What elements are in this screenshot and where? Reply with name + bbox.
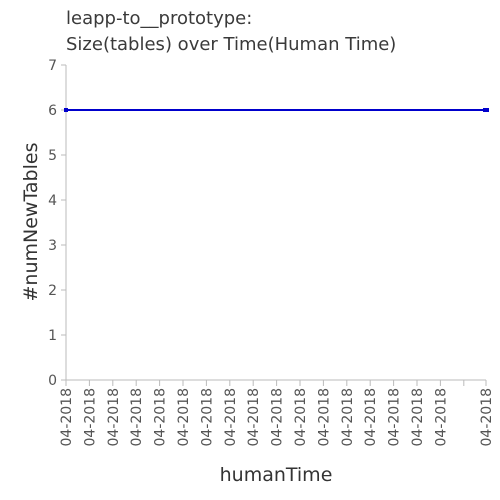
y-tick-label: 5 bbox=[48, 148, 57, 164]
y-tick-label: 7 bbox=[48, 58, 57, 74]
x-axis: 04-2018 04-2018 04-2018 04-2018 04-2018 04-20… bbox=[59, 379, 495, 447]
x-tick-label: 04-2018 bbox=[387, 388, 403, 447]
x-tick-label: 04-2018 bbox=[293, 388, 309, 447]
x-tick-label: 04-2018 bbox=[223, 388, 239, 447]
y-axis-label: #numNewTables bbox=[20, 143, 42, 302]
data-point-marker bbox=[64, 108, 68, 112]
x-tick-label: 04-2018 bbox=[106, 388, 122, 447]
y-tick-label: 4 bbox=[48, 193, 57, 209]
x-tick-label: 04-2018 bbox=[82, 388, 98, 447]
chart-title-line-2: Size(tables) over Time(Human Time) bbox=[66, 34, 396, 55]
data-point-marker bbox=[483, 108, 489, 112]
y-tick-label: 2 bbox=[48, 283, 57, 299]
x-tick-label: 04-2018 bbox=[129, 388, 145, 447]
y-axis: 0 1 2 3 4 5 6 7 bbox=[48, 58, 67, 389]
x-tick-label: 04-2018 bbox=[270, 388, 286, 447]
x-tick-label: 04-2018 bbox=[410, 388, 426, 447]
chart-title-line-1: leapp-to__prototype: bbox=[66, 8, 252, 29]
x-tick-label: 04-2018 bbox=[246, 388, 262, 447]
series-layer bbox=[64, 108, 489, 112]
x-tick-label: 04-2018 bbox=[199, 388, 215, 447]
x-tick-label: 04-2018 bbox=[363, 388, 379, 447]
y-tick-label: 1 bbox=[48, 328, 57, 344]
x-tick-label: 04-2018 bbox=[153, 388, 169, 447]
y-tick-label: 3 bbox=[48, 238, 57, 254]
x-tick-label: 04-2018 bbox=[433, 388, 449, 447]
y-tick-label: 6 bbox=[48, 103, 57, 119]
y-tick-label: 0 bbox=[48, 373, 57, 389]
x-tick-label: 04-2018 bbox=[316, 388, 332, 447]
x-tick-label: 04-2018 bbox=[340, 388, 356, 447]
x-tick-label: 04-2018 bbox=[176, 388, 192, 447]
x-axis-label: humanTime bbox=[220, 464, 333, 486]
x-tick-label: 04-2018 bbox=[479, 388, 495, 447]
x-tick-label: 04-2018 bbox=[59, 388, 75, 447]
